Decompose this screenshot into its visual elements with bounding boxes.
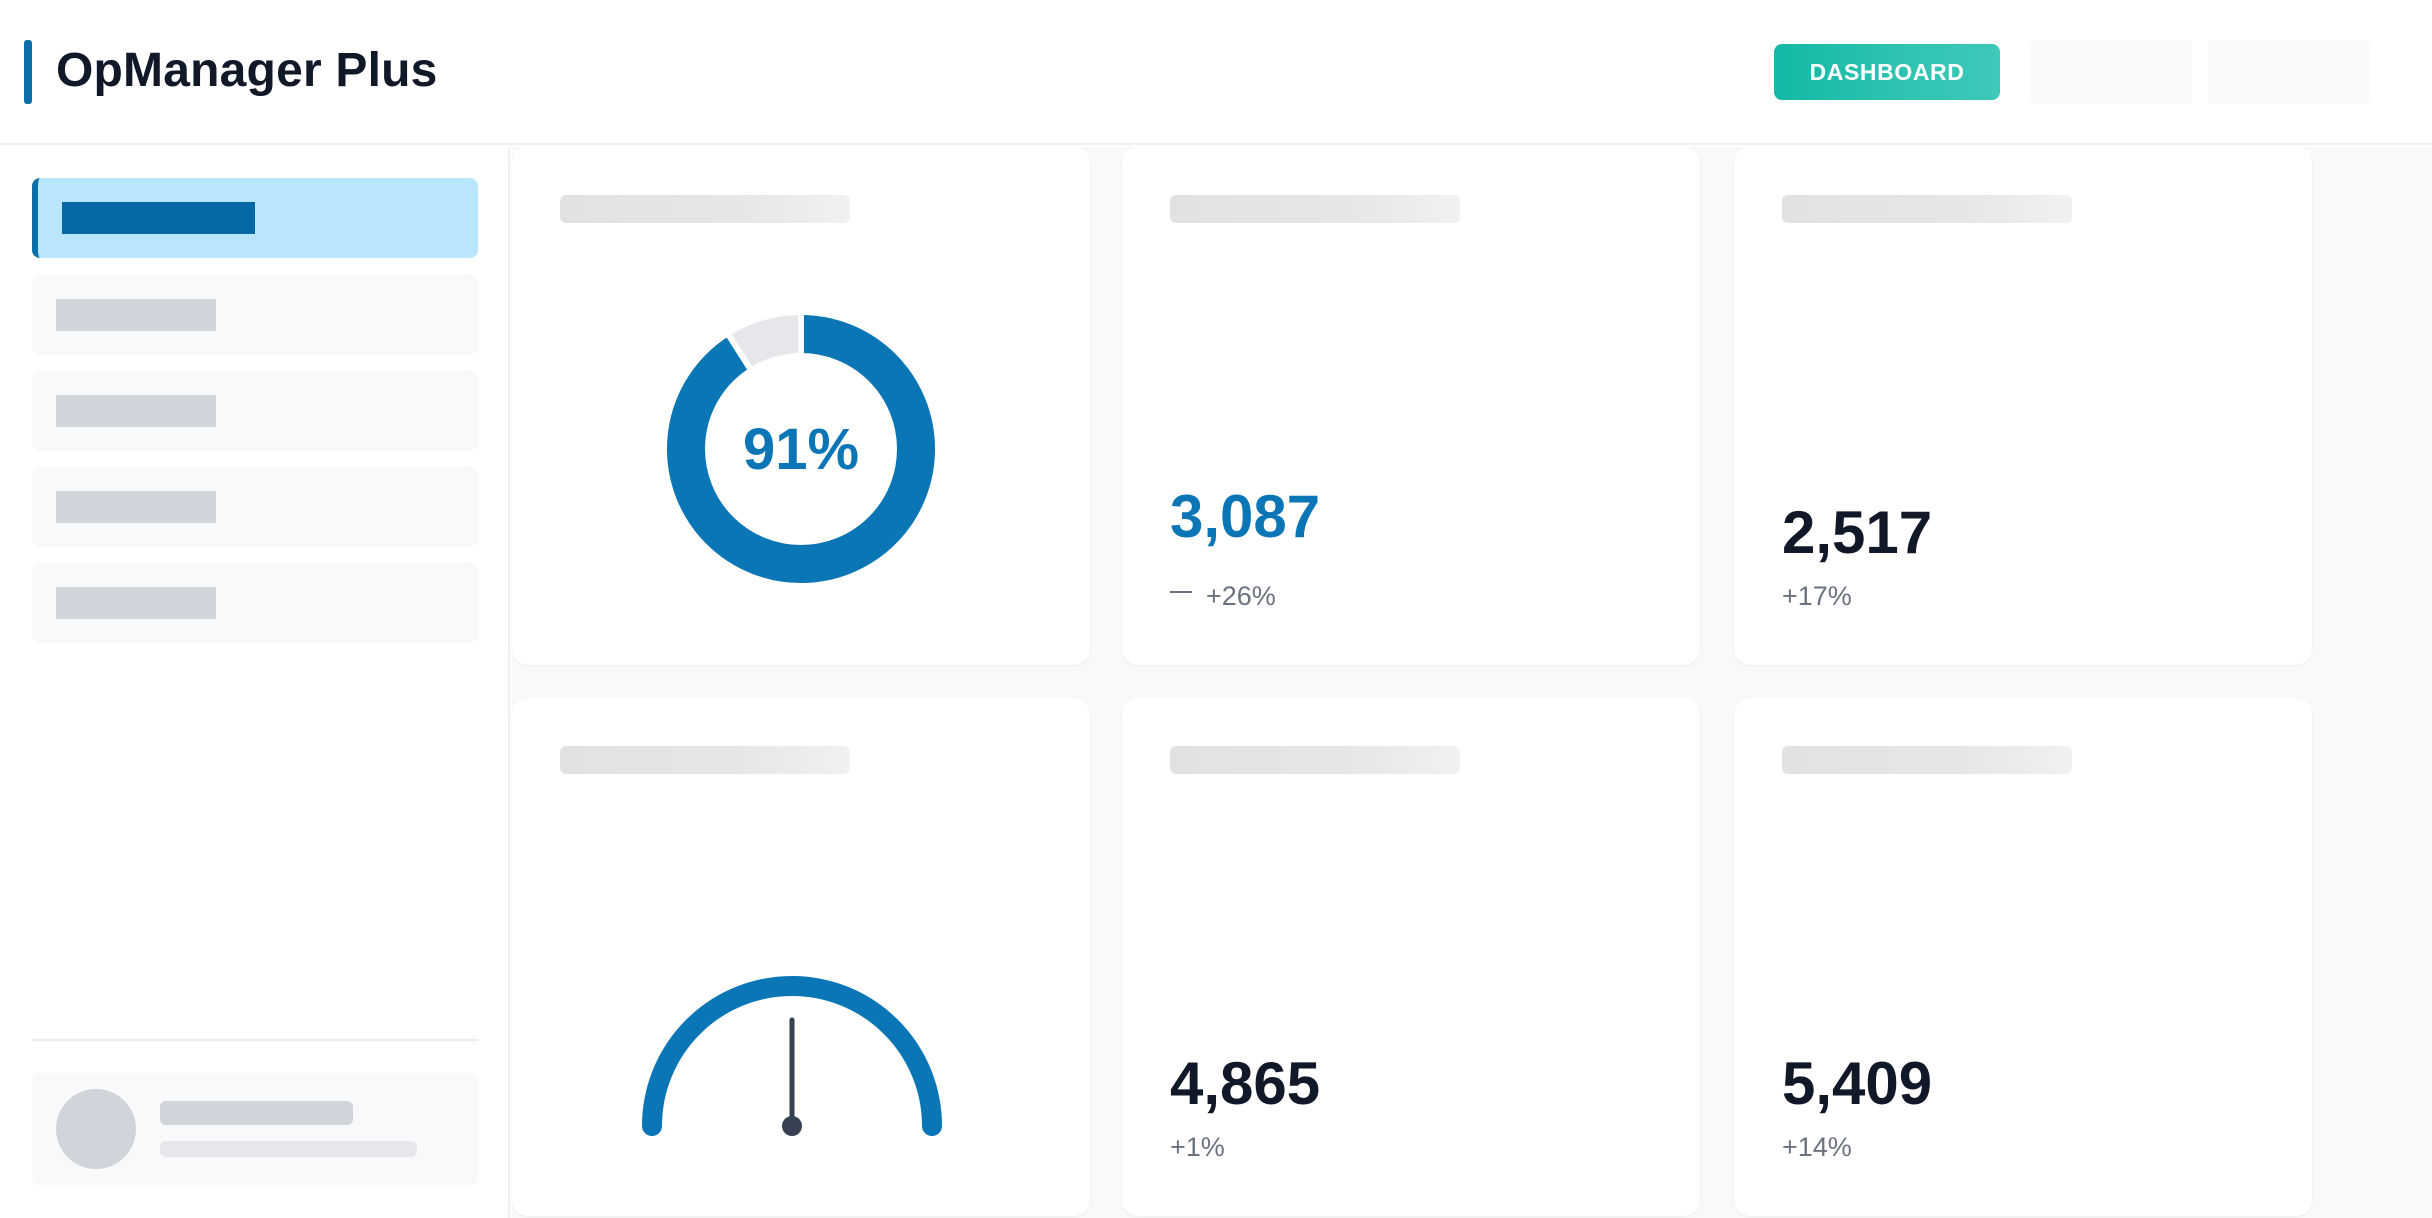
card-title-placeholder [560, 195, 850, 223]
metric-value: 3,087 [1170, 483, 1321, 550]
metric-change: +14% [1782, 1132, 1852, 1162]
donut-segment-gap [725, 331, 754, 373]
card-title-placeholder [1170, 195, 1460, 223]
metric-card[interactable]: 4,865 +1% [1122, 698, 1700, 1216]
sidebar-item-label-placeholder [62, 202, 255, 234]
donut-chart: 91% [662, 310, 940, 588]
metric-change-value: +26% [1206, 581, 1276, 611]
metric-value: 2,517 [1782, 499, 1933, 566]
metric-value: 5,409 [1782, 1050, 1933, 1117]
metric-change: +17% [1782, 581, 1852, 611]
gauge-card[interactable] [512, 698, 1090, 1216]
card-title-placeholder [560, 746, 850, 774]
user-avatar-icon [56, 1089, 136, 1169]
metric-card[interactable]: 3,087 +26% [1122, 147, 1700, 665]
header-placeholder-button[interactable] [2031, 40, 2192, 104]
user-name-placeholder [160, 1101, 353, 1125]
minus-trend-icon [1170, 590, 1192, 593]
sidebar-item[interactable] [32, 467, 478, 547]
header-placeholder-button[interactable] [2208, 40, 2369, 104]
gauge-svg [642, 976, 942, 1136]
card-title-placeholder [1782, 195, 2072, 223]
sidebar-item-label-placeholder [56, 587, 216, 619]
sidebar-item-active[interactable] [32, 178, 478, 258]
donut-svg [667, 312, 935, 583]
sidebar-item[interactable] [32, 371, 478, 451]
brand-accent-bar [24, 40, 32, 104]
availability-donut-card[interactable]: 91% [512, 147, 1090, 665]
sidebar-item-label-placeholder [56, 299, 216, 331]
sidebar-item[interactable] [32, 275, 478, 355]
gauge-needle-hub [782, 1116, 802, 1136]
dashboard-main: 91% 3,087 +26% 2,517 +17% [512, 147, 2432, 1218]
user-role-placeholder [160, 1141, 417, 1157]
donut-percent-label: 91% [742, 416, 860, 482]
card-title-placeholder [1782, 746, 2072, 774]
sidebar-item[interactable] [32, 563, 478, 643]
metric-change: +26% [1170, 579, 1276, 613]
gauge-chart [642, 958, 960, 1148]
metric-card[interactable]: 5,409 +14% [1734, 698, 2312, 1216]
gauge-arc [642, 976, 942, 1136]
sidebar-item-label-placeholder [56, 395, 216, 427]
sidebar [0, 147, 510, 1218]
dashboard-button[interactable]: DASHBOARD [1774, 44, 2000, 100]
metric-card[interactable]: 2,517 +17% [1734, 147, 2312, 665]
user-profile-card[interactable] [32, 1073, 478, 1185]
metric-change: +1% [1170, 1132, 1225, 1162]
metric-value: 4,865 [1170, 1050, 1321, 1117]
sidebar-item-label-placeholder [56, 491, 216, 523]
top-header: OpManager Plus DASHBOARD [0, 0, 2432, 145]
app-title: OpManager Plus [56, 44, 438, 97]
card-title-placeholder [1170, 746, 1460, 774]
sidebar-divider [32, 1039, 478, 1041]
